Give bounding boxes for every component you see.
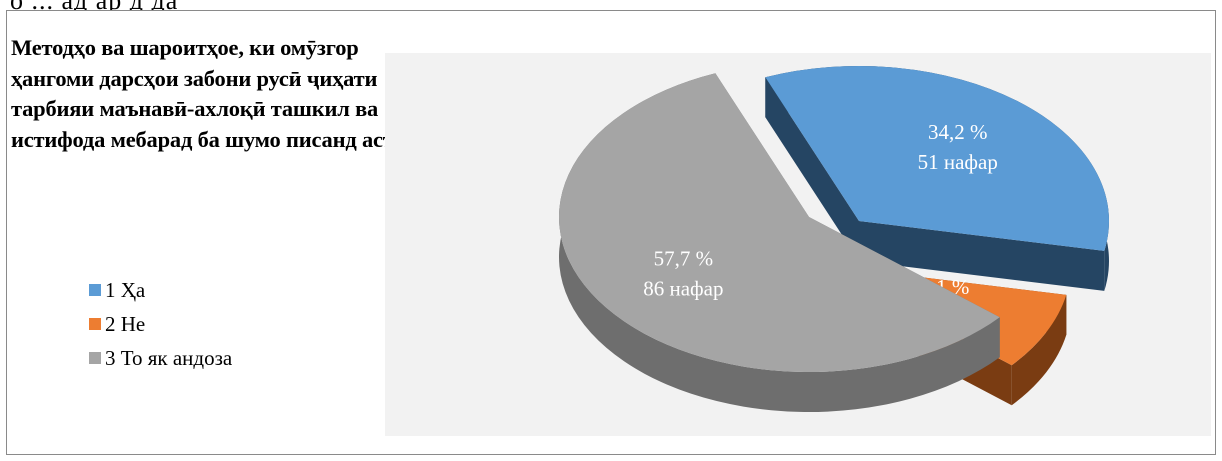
slice-count-label: 86 нафар <box>643 276 723 300</box>
pie-slice: 34,2 % 51 нафар <box>765 66 1109 291</box>
slice-percent-label: 57,7 % <box>654 246 714 270</box>
pie-slice-side <box>1011 294 1067 406</box>
chart-title: Методҳо ва шароитҳое, ки омӯзгор ҳангоми… <box>11 35 405 152</box>
pie-slice-face <box>859 221 1105 291</box>
legend-item: 1 Ҳа <box>89 273 232 307</box>
chart-frame: Методҳо ва шароитҳое, ки омӯзгор ҳангоми… <box>6 10 1216 455</box>
legend-item: 2 Не <box>89 307 232 341</box>
slice-percent-label: 34,2 % <box>928 120 988 144</box>
legend-label: 2 Не <box>105 311 146 336</box>
legend-label: 3 То як андоза <box>105 345 233 370</box>
pie-slice-top <box>765 66 1109 251</box>
legend-swatch <box>89 318 101 330</box>
legend-swatch <box>89 352 101 364</box>
pie-slice-side <box>559 73 1000 412</box>
pie-slice: 57,7 % 86 нафар <box>559 73 1000 412</box>
pie-slice-top <box>559 73 1000 372</box>
pie-slice-face <box>765 77 859 261</box>
legend-label: 1 Ҳа <box>105 277 146 302</box>
legend-item: 3 То як андоза <box>89 341 232 375</box>
slice-count-label: 51 нафар <box>918 150 998 174</box>
legend-swatch <box>89 284 101 296</box>
legend: 1 Ҳа 2 Не 3 То як андоза <box>89 273 232 375</box>
